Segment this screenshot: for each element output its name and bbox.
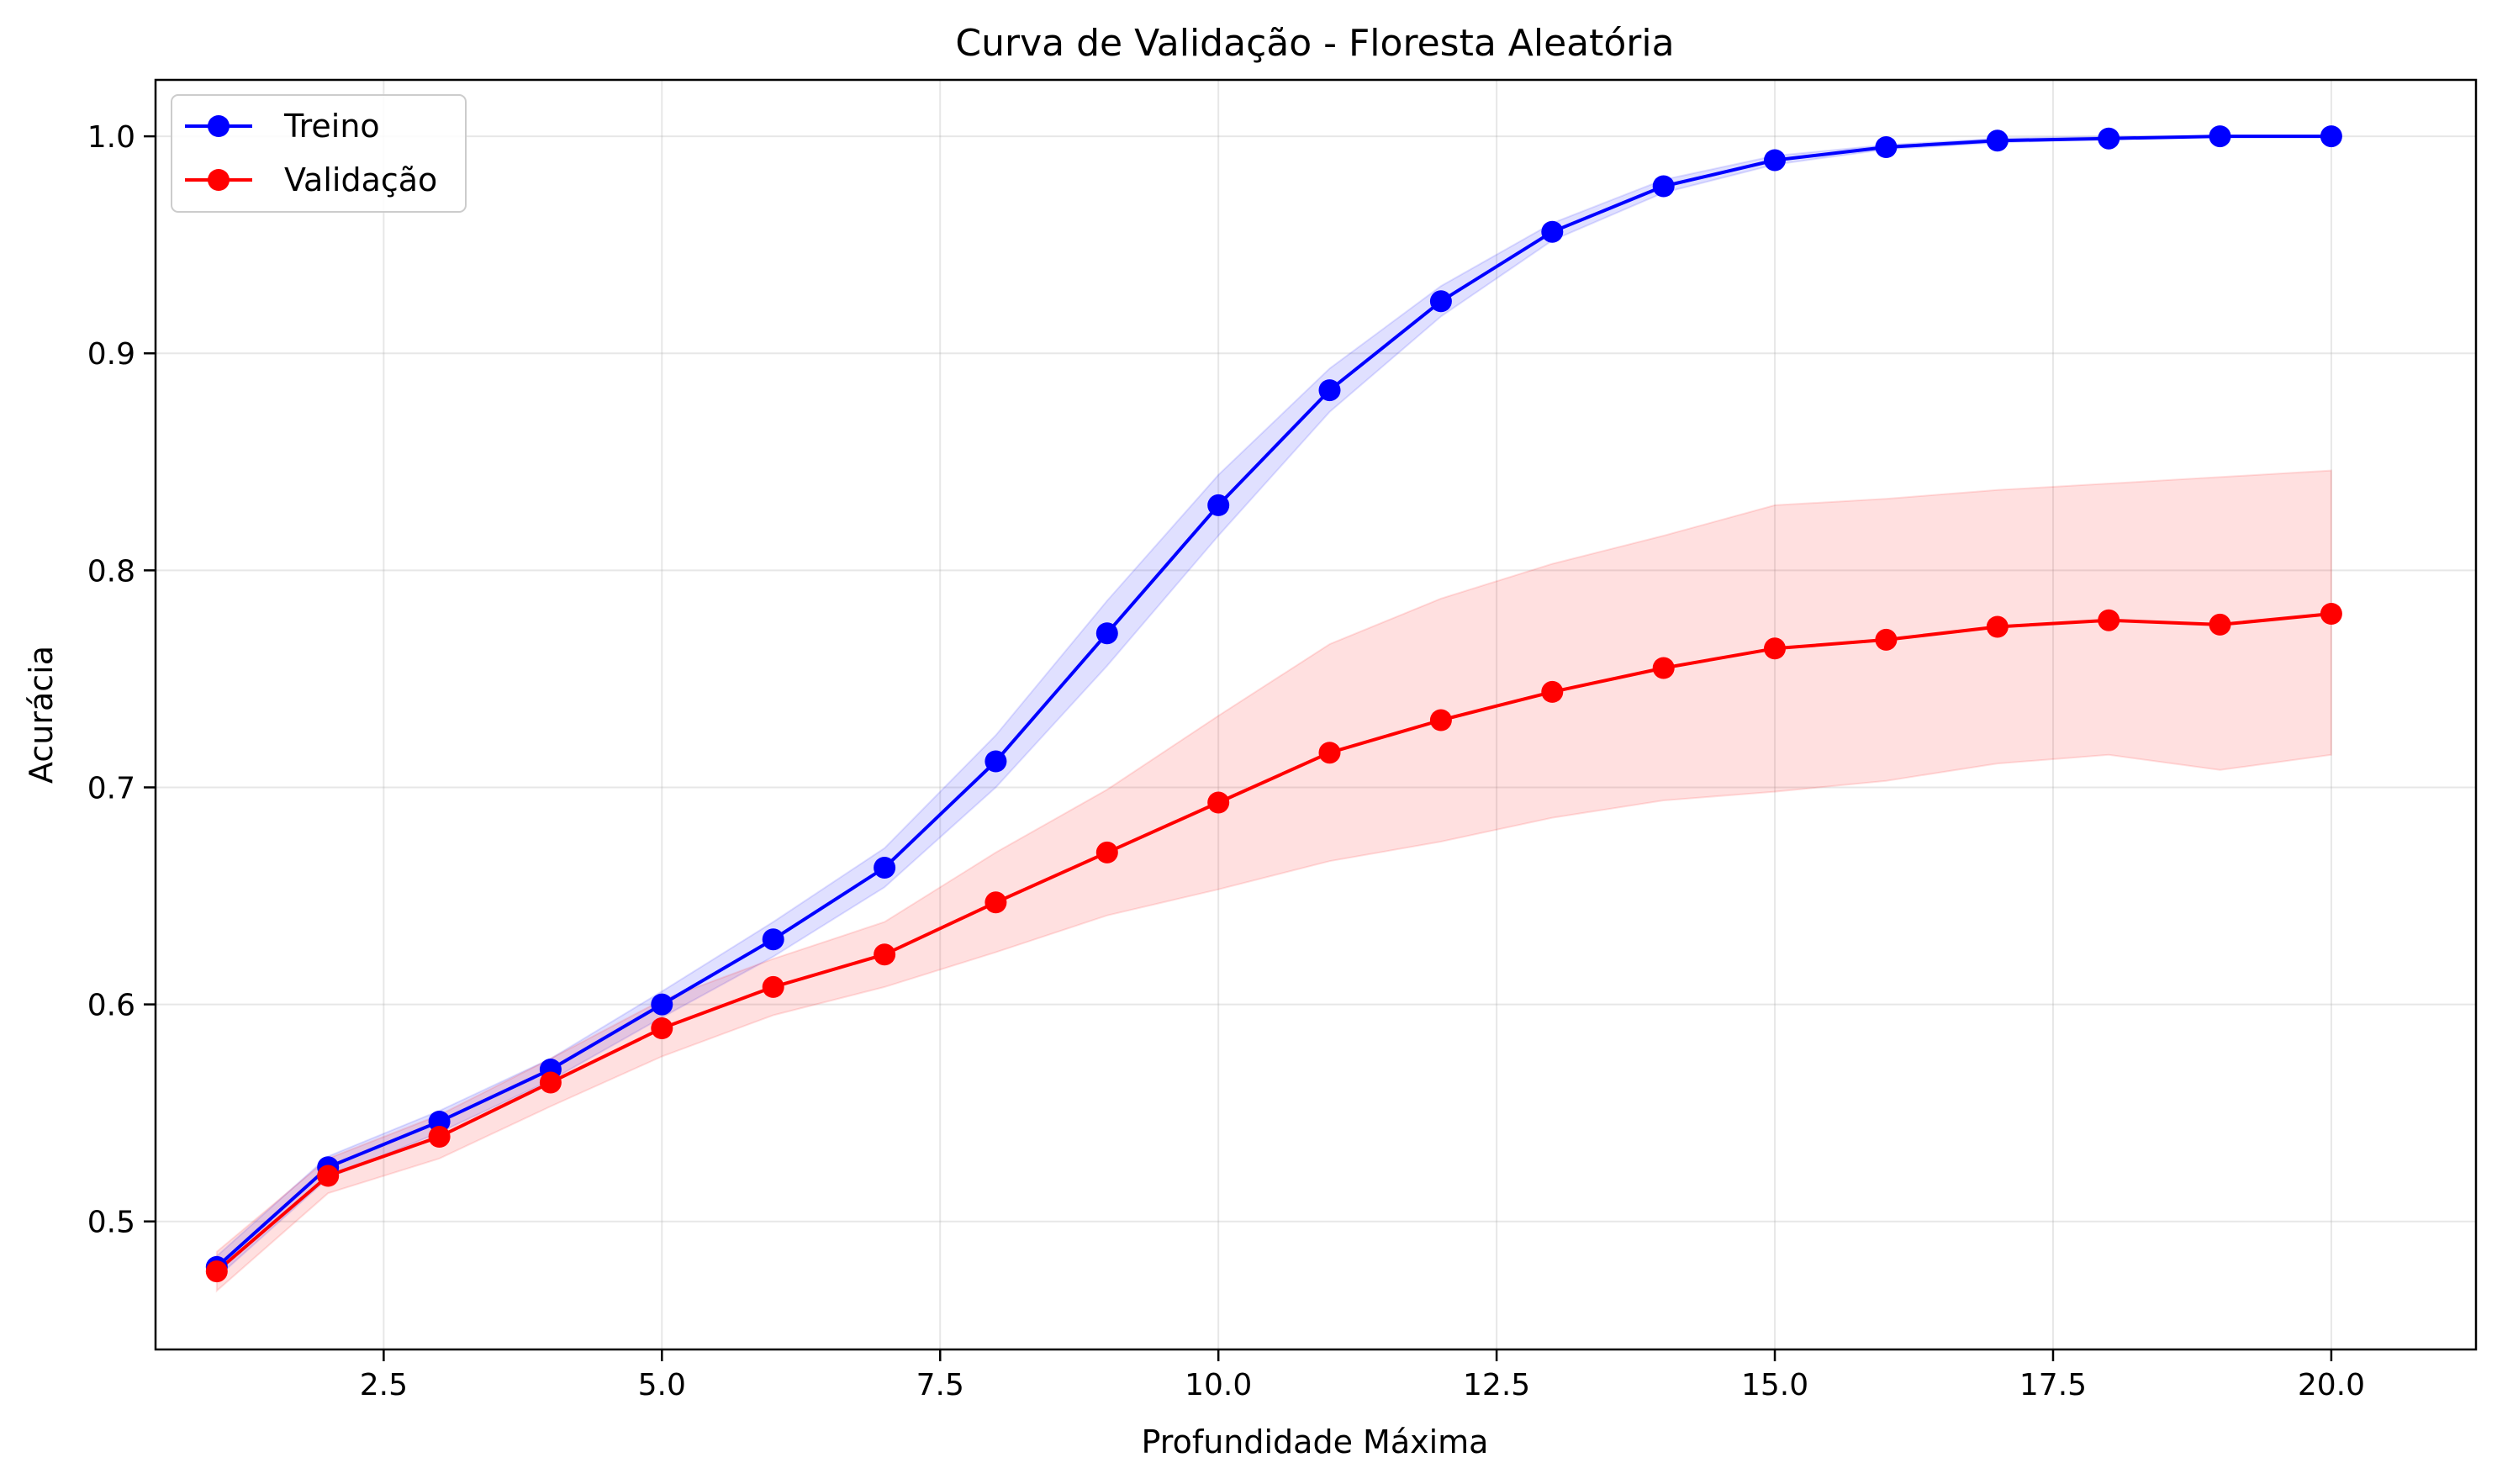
- x-tick-label: 12.5: [1463, 1368, 1530, 1402]
- point-validacao: [874, 943, 896, 966]
- point-validacao: [2098, 609, 2120, 631]
- point-validacao: [762, 975, 784, 998]
- x-tick-label: 5.0: [638, 1368, 686, 1402]
- point-validacao: [1541, 680, 1564, 703]
- band-validacao: [215, 469, 2332, 1293]
- point-treino: [1207, 494, 1230, 516]
- x-tick-label: 7.5: [916, 1368, 964, 1402]
- y-tick-label: 0.5: [87, 1206, 135, 1240]
- point-treino: [1652, 175, 1675, 198]
- chart-title: Curva de Validação - Floresta Aleatória: [955, 22, 1674, 65]
- x-tick-label: 2.5: [360, 1368, 408, 1402]
- point-validacao: [539, 1071, 562, 1094]
- point-validacao: [1095, 841, 1118, 863]
- point-validacao: [2209, 613, 2231, 636]
- x-tick-label: 10.0: [1185, 1368, 1252, 1402]
- y-tick-label: 0.6: [87, 989, 135, 1023]
- series-lines: [215, 135, 2332, 1273]
- point-validacao: [985, 891, 1007, 914]
- line-treino: [215, 135, 2331, 1269]
- point-treino: [1095, 622, 1118, 645]
- point-validacao: [317, 1164, 340, 1187]
- legend: Treino Validação: [171, 94, 467, 213]
- x-tick-label: 15.0: [1741, 1368, 1808, 1402]
- x-tick-label: 17.5: [2019, 1368, 2087, 1402]
- point-treino: [1541, 220, 1564, 243]
- point-treino: [985, 750, 1007, 773]
- point-validacao: [1429, 709, 1452, 731]
- point-validacao: [1875, 628, 1898, 651]
- x-tick-label: 20.0: [2298, 1368, 2365, 1402]
- point-validacao: [2320, 603, 2342, 625]
- point-validacao: [1652, 657, 1675, 679]
- point-validacao: [1318, 742, 1341, 764]
- point-treino: [2320, 125, 2342, 148]
- point-treino: [1875, 136, 1898, 158]
- point-validacao: [1764, 637, 1786, 660]
- legend-label-treino: Treino: [283, 108, 380, 145]
- point-validacao: [1986, 615, 2009, 638]
- plot-area-frame: [154, 78, 2478, 1351]
- point-treino: [2209, 125, 2231, 148]
- point-validacao: [205, 1260, 228, 1283]
- point-treino: [2098, 127, 2120, 150]
- legend-box: [171, 94, 467, 213]
- point-treino: [1318, 379, 1341, 402]
- series-points: [205, 125, 2342, 1283]
- point-treino: [762, 928, 784, 951]
- point-treino: [874, 857, 896, 879]
- grid: [156, 80, 2476, 1349]
- y-tick-label: 0.8: [87, 554, 135, 589]
- point-validacao: [1207, 791, 1230, 814]
- point-validacao: [428, 1126, 451, 1148]
- line-validacao: [215, 612, 2332, 1273]
- y-tick-label: 1.0: [87, 120, 135, 155]
- y-tick-label: 0.9: [87, 337, 135, 372]
- x-axis-ticks: 2.5 5.0 7.5 10.0 12.5 15.0 17.5 20.0: [360, 1349, 2365, 1402]
- point-validacao: [651, 1017, 673, 1039]
- point-treino: [428, 1111, 451, 1133]
- x-axis-label: Profundidade Máxima: [1142, 1423, 1489, 1460]
- legend-marker-validacao: [208, 169, 230, 191]
- y-tick-label: 0.7: [87, 771, 135, 805]
- legend-marker-treino: [208, 115, 230, 137]
- point-treino: [1986, 129, 2009, 152]
- point-treino: [651, 993, 673, 1016]
- y-axis-label: Acurácia: [23, 646, 60, 784]
- legend-label-validacao: Validação: [284, 161, 437, 198]
- y-axis-ticks: 0.5 0.6 0.7 0.8 0.9 1.0: [87, 120, 156, 1240]
- point-treino: [1429, 290, 1452, 313]
- point-treino: [1764, 149, 1786, 172]
